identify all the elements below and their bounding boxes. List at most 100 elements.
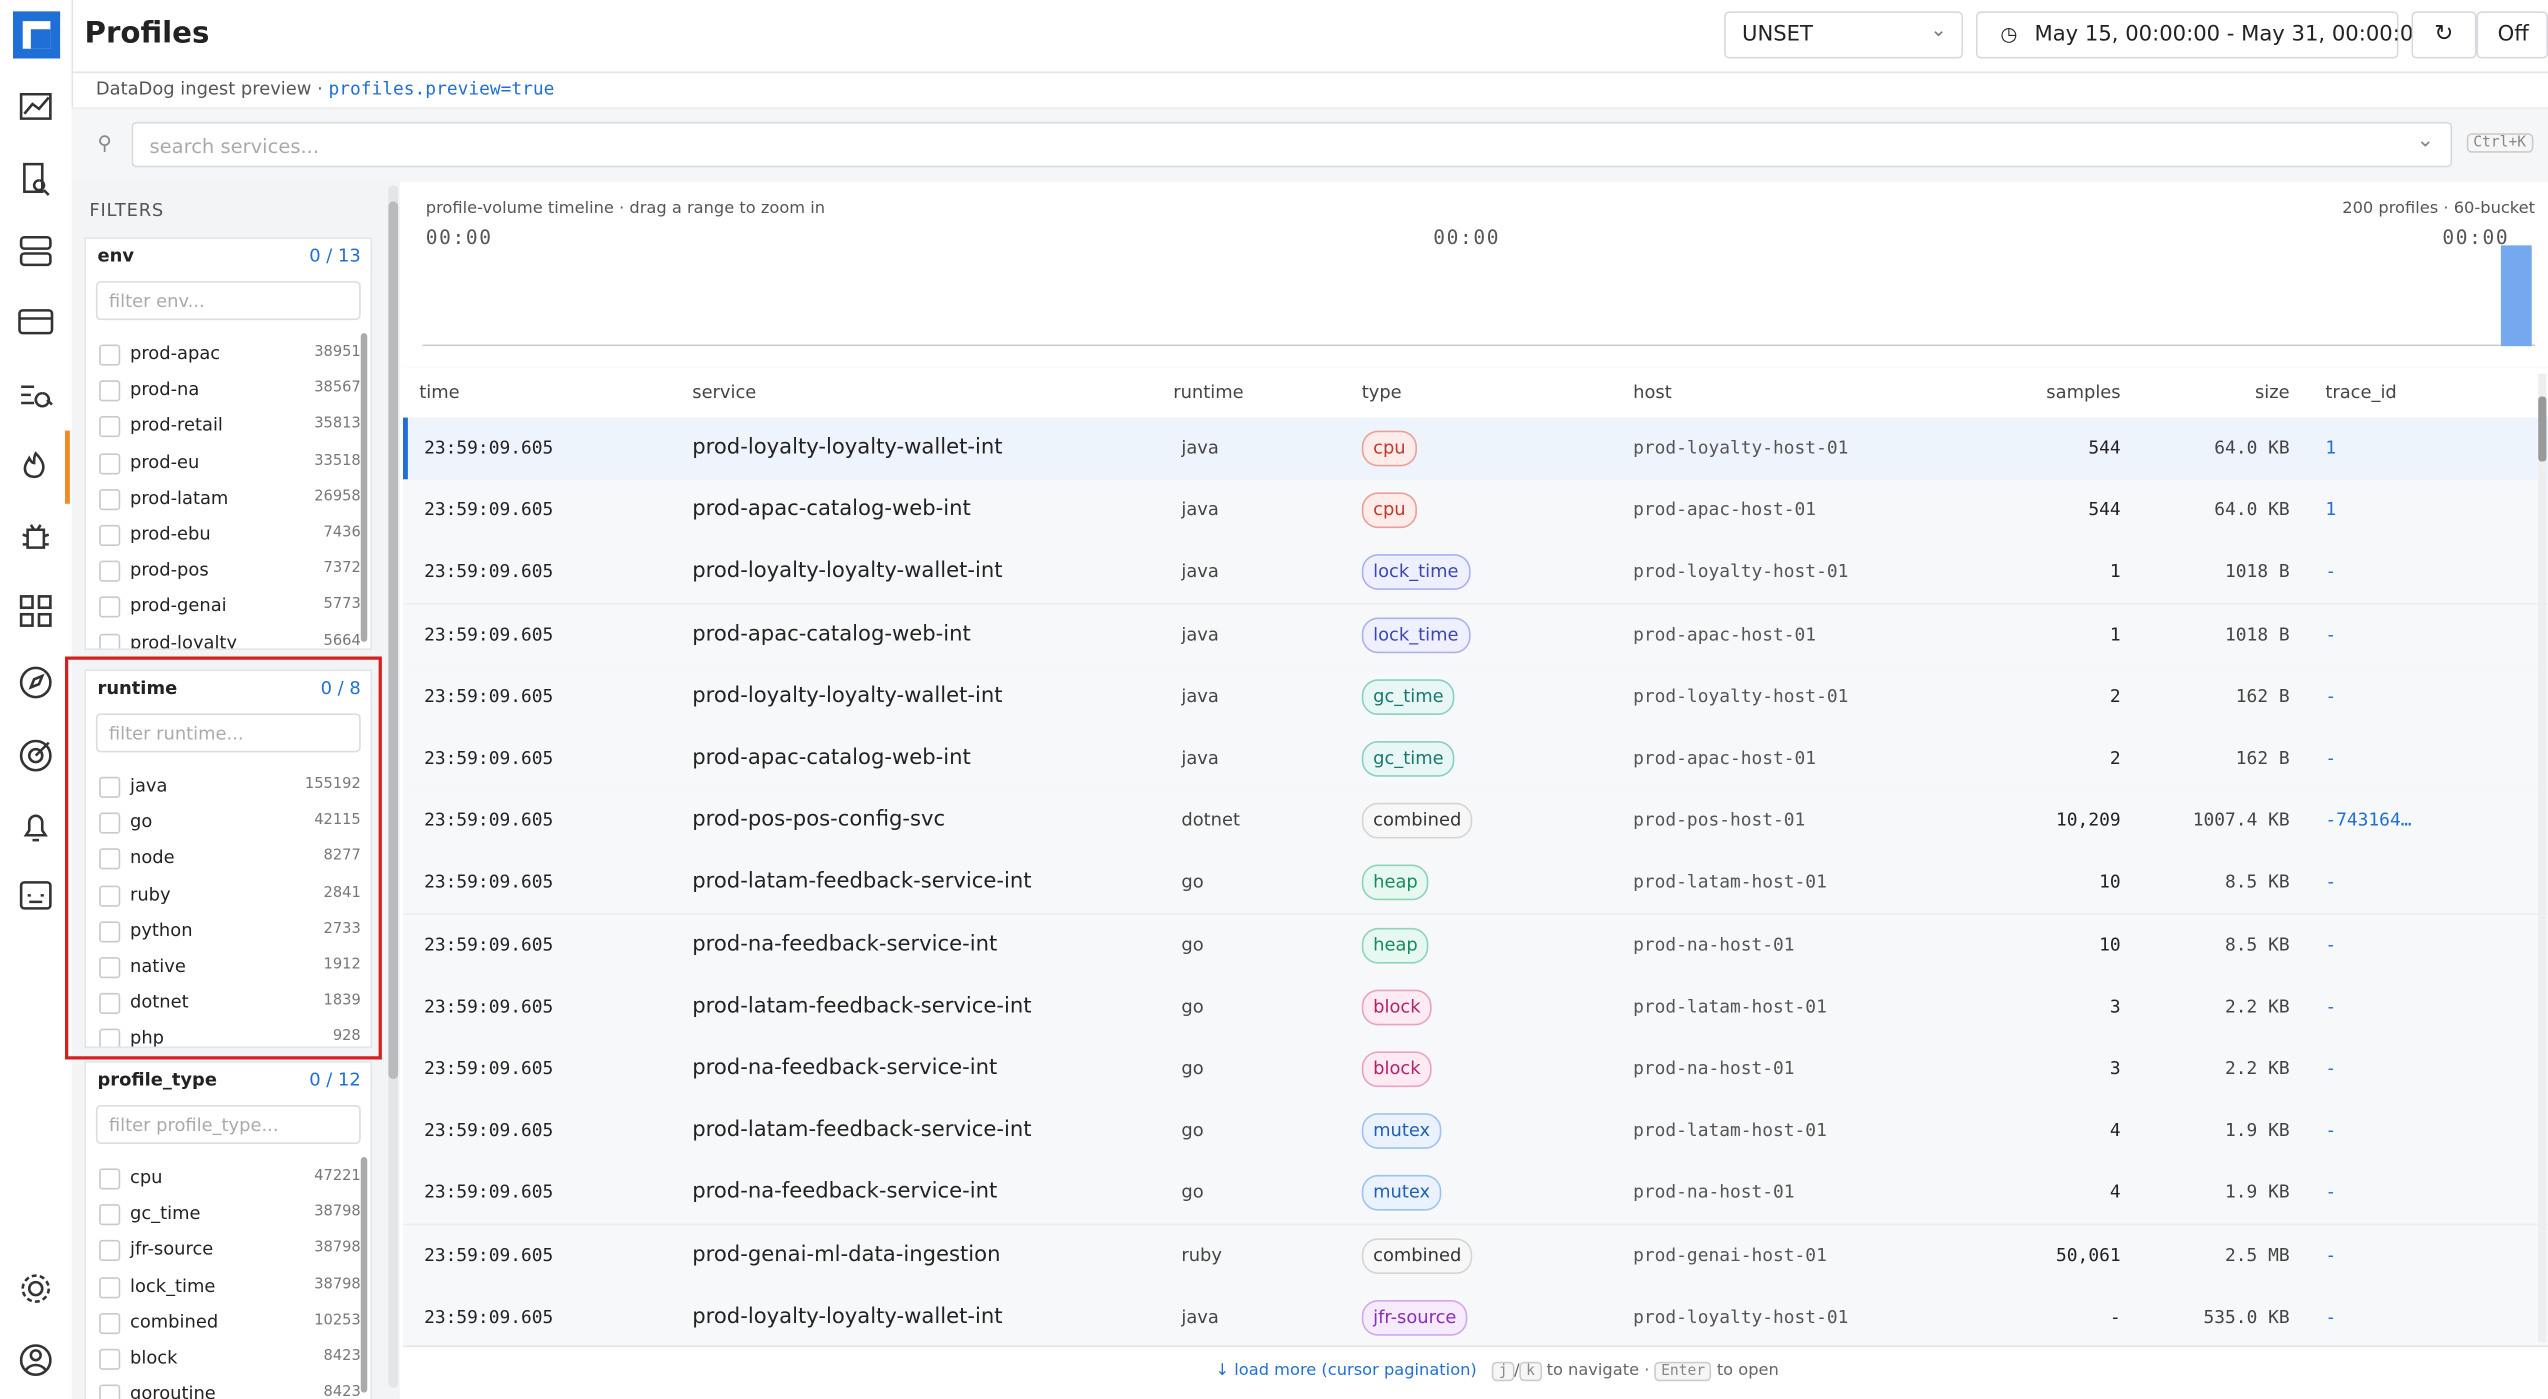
filter-label[interactable]: prod-genai (130, 595, 227, 617)
checkbox[interactable] (99, 416, 121, 438)
table-row[interactable]: 23:59:09.605 prod-genai-ml-data-ingestion… (403, 1224, 2548, 1288)
filter-input[interactable]: filter env... (95, 281, 361, 321)
cell-samples: 2 (2109, 685, 2121, 707)
cell-size: 1.9 KB (2225, 1182, 2290, 1204)
cell-trace[interactable]: 1 (2325, 437, 2337, 459)
cell-samples: 3 (2109, 1057, 2121, 1079)
cell-time: 23:59:09.605 (424, 437, 554, 459)
table-row[interactable]: 23:59:09.605 prod-na-feedback-service-int… (403, 914, 2548, 978)
checkbox[interactable] (99, 993, 121, 1015)
cell-size: 8.5 KB (2225, 933, 2290, 955)
filter-input[interactable]: filter runtime... (95, 713, 361, 753)
table-row[interactable]: 23:59:09.605 prod-na-feedback-service-int… (403, 1162, 2548, 1226)
filter-label[interactable]: prod-pos (130, 559, 209, 581)
filter-name: profile_type (97, 1069, 217, 1091)
filter-label[interactable]: prod-na (130, 378, 200, 401)
highlight-box (65, 656, 382, 1060)
cell-trace[interactable]: -743164… (2325, 809, 2412, 831)
filter-option-count: 155192 (304, 776, 361, 793)
env-select[interactable]: UNSET ⌄ (1724, 11, 1963, 59)
table-row[interactable]: 23:59:09.605 prod-loyalty-loyalty-wallet-… (403, 1286, 2548, 1346)
table-row[interactable]: 23:59:09.605 prod-pos-pos-config-svc dotne… (403, 790, 2548, 854)
checkbox[interactable] (99, 921, 121, 943)
checkbox[interactable] (99, 344, 121, 366)
table-row[interactable]: 23:59:09.605 prod-na-feedback-service-int… (403, 1038, 2548, 1102)
column-header: time (419, 381, 460, 403)
filter-label[interactable]: prod-eu (130, 451, 200, 473)
cell-host: prod-loyalty-host-01 (1633, 437, 1849, 459)
filter-label[interactable]: node (130, 847, 175, 869)
checkbox[interactable] (99, 380, 121, 402)
checkbox[interactable] (99, 597, 121, 619)
filter-label[interactable]: php (130, 1027, 165, 1049)
filter-label[interactable]: dotnet (130, 991, 189, 1013)
checkbox[interactable] (99, 848, 121, 871)
checkbox[interactable] (99, 1240, 121, 1262)
filter-option-count: 26958 (314, 488, 361, 506)
checkbox[interactable] (99, 1312, 121, 1334)
checkbox[interactable] (99, 1168, 121, 1190)
filter-label[interactable]: prod-loyalty (130, 631, 238, 650)
refresh-button[interactable]: ↻ (2411, 11, 2477, 59)
checkbox[interactable] (99, 633, 121, 649)
checkbox[interactable] (99, 1029, 121, 1047)
table-row[interactable]: 23:59:09.605 prod-loyalty-loyalty-wallet-… (403, 541, 2548, 606)
cell-size: 2.2 KB (2225, 1057, 2290, 1079)
table-row[interactable]: 23:59:09.605 prod-latam-feedback-service-… (403, 852, 2548, 916)
type-badge: heap (1361, 865, 1430, 901)
checkbox[interactable] (99, 957, 121, 979)
table-row[interactable]: 23:59:09.605 prod-latam-feedback-service-… (403, 1100, 2548, 1164)
load-more[interactable]: ↓ load more (cursor pagination) (1215, 1361, 1477, 1380)
filter-label[interactable]: go (130, 811, 153, 833)
filter-option-count: 8423 (323, 1384, 361, 1399)
checkbox[interactable] (99, 452, 121, 474)
filter-label[interactable]: goroutine (130, 1383, 216, 1399)
filter-label[interactable]: prod-ebu (130, 523, 211, 545)
filter-label[interactable]: native (130, 955, 186, 977)
nav-hint: to navigate · (1546, 1361, 1650, 1380)
cell-size: 1018 B (2225, 623, 2290, 645)
filter-label[interactable]: lock_time (130, 1274, 216, 1297)
filter-label[interactable]: gc_time (130, 1202, 201, 1224)
table-row[interactable]: 23:59:09.605 prod-loyalty-loyalty-wallet-… (403, 665, 2548, 730)
table-row[interactable]: 23:59:09.605 prod-loyalty-loyalty-wallet-… (403, 417, 2548, 481)
auto-refresh[interactable]: Off (2476, 11, 2548, 59)
cell-size: 162 B (2235, 685, 2290, 707)
filter-label[interactable]: java (130, 775, 168, 797)
checkbox[interactable] (99, 884, 121, 907)
filter-option-count: 2733 (323, 921, 361, 938)
checkbox[interactable] (99, 524, 121, 546)
filter-input[interactable]: filter profile_type... (95, 1105, 361, 1144)
time-range[interactable]: ◷ May 15, 00:00:00 - May 31, 00:00:00 (1976, 11, 2427, 59)
cell-trace[interactable]: 1 (2325, 499, 2337, 521)
filter-label[interactable]: jfr-source (130, 1238, 214, 1261)
table-row[interactable]: 23:59:09.605 prod-apac-catalog-web-int jav… (403, 479, 2548, 544)
filter-label[interactable]: combined (130, 1311, 219, 1333)
timeline-bar[interactable] (2500, 245, 2532, 347)
checkbox[interactable] (99, 1384, 121, 1399)
timeline: profile-volume timeline · drag a range t… (403, 180, 2548, 369)
filter-label[interactable]: ruby (130, 883, 171, 905)
cell-host: prod-latam-host-01 (1633, 1119, 1827, 1142)
checkbox[interactable] (99, 1276, 121, 1298)
table-row[interactable]: 23:59:09.605 prod-apac-catalog-web-int jav… (403, 603, 2548, 668)
filter-label[interactable]: prod-latam (130, 487, 229, 509)
type-badge: mutex (1361, 1113, 1442, 1150)
filter-label[interactable]: python (130, 919, 193, 941)
checkbox[interactable] (99, 812, 121, 834)
checkbox[interactable] (99, 1204, 121, 1226)
checkbox[interactable] (99, 560, 121, 583)
checkbox[interactable] (99, 488, 121, 510)
filter-label[interactable]: block (130, 1347, 178, 1369)
checkbox[interactable] (99, 776, 121, 798)
type-badge: mutex (1361, 1175, 1442, 1212)
cell-trace: - (2325, 1182, 2337, 1204)
filter-label[interactable]: prod-apac (130, 342, 221, 364)
table-row[interactable]: 23:59:09.605 prod-apac-catalog-web-int jav… (403, 728, 2548, 792)
table-row[interactable]: 23:59:09.605 prod-latam-feedback-service-… (403, 976, 2548, 1040)
search-input[interactable]: search services... ⌄ (131, 121, 2453, 168)
filter-count: 0 / 8 (320, 677, 361, 699)
filter-label[interactable]: prod-retail (130, 415, 223, 437)
filter-label[interactable]: cpu (130, 1166, 163, 1188)
checkbox[interactable] (99, 1348, 121, 1370)
